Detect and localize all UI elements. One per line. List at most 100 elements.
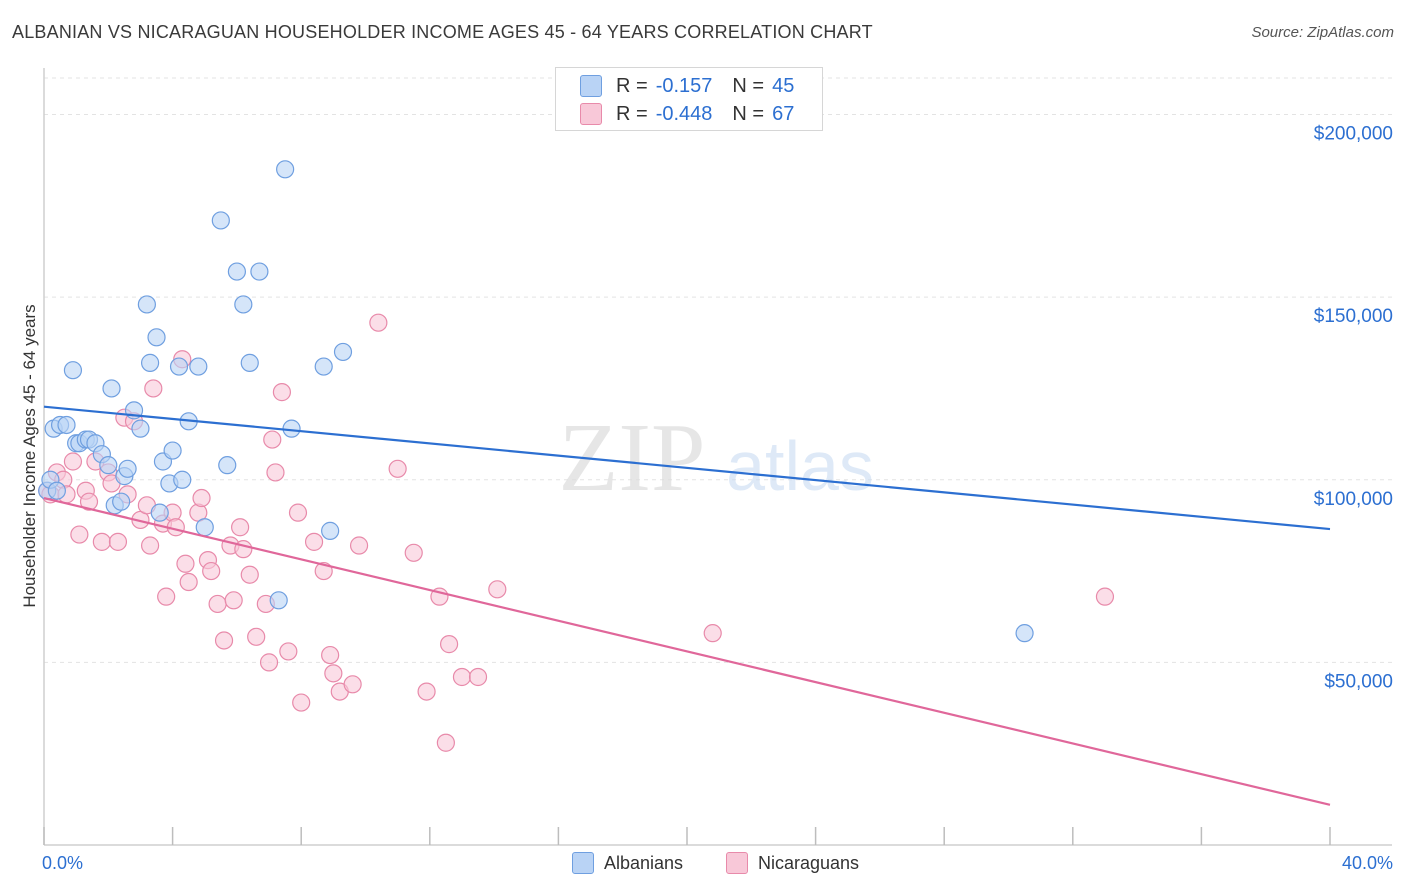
nicaraguan-point — [259, 653, 279, 672]
nicaraguan-point — [404, 543, 423, 562]
albanian-point — [189, 357, 208, 376]
y-tick-label: $50,000 — [1324, 671, 1393, 692]
nicaraguan-point — [157, 587, 176, 606]
nicaraguan-point — [263, 430, 282, 449]
nicaraguan-point — [208, 594, 227, 614]
y-tick-label: $100,000 — [1314, 489, 1393, 510]
y-tick-label: $200,000 — [1314, 124, 1393, 145]
albanian-point — [250, 262, 269, 281]
nicaraguan-point — [92, 532, 111, 551]
legend-item-albanians[interactable]: Albanians — [572, 852, 683, 874]
albanian-point — [112, 492, 131, 511]
albanian-point — [140, 353, 160, 372]
nicaraguan-point — [202, 561, 221, 581]
nicaraguan-point — [417, 682, 436, 701]
watermark-atlas: atlas — [726, 427, 874, 505]
tick-labels: $50,000 $100,000 $150,000 $200,000 0.0% 40.0% — [42, 124, 1393, 873]
nicaraguan-point — [1095, 587, 1115, 606]
legend-label: Nicaraguans — [758, 852, 860, 873]
albanian-point — [1015, 624, 1034, 643]
r-value: -0.448 — [655, 102, 713, 125]
nicaraguan-point — [468, 667, 488, 687]
albanian-point — [321, 521, 340, 540]
nicaraguan-point — [452, 667, 472, 687]
nicaraguan-point — [108, 532, 128, 551]
albanian-point — [234, 295, 253, 314]
albanian-point — [269, 591, 288, 610]
legend-row-albanians: R = -0.157 N = 45 — [580, 74, 794, 98]
correlation-legend: R = -0.157 N = 45 R = -0.448 N = 67 — [555, 67, 823, 131]
nicaraguan-point — [304, 532, 324, 551]
chart-title: ALBANIAN VS NICARAGUAN HOUSEHOLDER INCOM… — [12, 22, 873, 42]
albanian-point — [211, 211, 230, 230]
watermark: ZIP atlas — [559, 404, 874, 512]
series-legend: Albanians Nicaraguans — [0, 852, 1406, 878]
nicaraguan-point — [176, 554, 195, 573]
nicaraguan-point — [343, 675, 362, 694]
nicaraguan-point — [231, 518, 250, 537]
legend-item-nicaraguans[interactable]: Nicaraguans — [726, 852, 859, 874]
x-tick-label: 40.0% — [1342, 853, 1393, 873]
y-tick-label: $150,000 — [1314, 306, 1393, 327]
n-label: N = — [732, 74, 765, 97]
nicaraguan-point — [70, 525, 89, 544]
albanian-point — [118, 459, 137, 478]
albanian-point — [218, 456, 237, 475]
nicaraguan-point — [388, 459, 407, 478]
nicaraguan-point — [436, 733, 455, 752]
nicaraguan-point — [79, 492, 99, 511]
albanian-point — [150, 503, 169, 522]
nicaraguan-trend-line — [43, 496, 1331, 806]
albanian-trend-line — [43, 405, 1331, 531]
nicaraguan-point — [279, 642, 298, 661]
nicaraguan-swatch — [580, 103, 602, 125]
trend-lines — [43, 405, 1331, 806]
data-points — [38, 160, 1115, 752]
legend-row-nicaraguans: R = -0.448 N = 67 — [580, 102, 794, 126]
source-label: Source: ZipAtlas.com — [1251, 24, 1394, 41]
nicaraguan-point — [272, 383, 292, 402]
albanian-point — [131, 419, 150, 438]
albanian-swatch — [572, 852, 594, 874]
nicaraguan-point — [214, 631, 234, 650]
nicaraguan-point — [179, 572, 198, 592]
nicaraguan-point — [240, 565, 259, 584]
albanian-point — [195, 518, 214, 537]
nicaraguan-point — [224, 591, 243, 610]
n-label: N = — [732, 102, 765, 125]
albanian-point — [99, 456, 118, 475]
albanian-point — [169, 357, 189, 376]
albanian-point — [63, 361, 83, 380]
nicaraguan-point — [369, 313, 388, 332]
r-value: -0.157 — [655, 74, 713, 97]
albanian-swatch — [580, 75, 602, 97]
r-label: R = — [616, 102, 648, 125]
nicaraguan-point — [703, 624, 722, 643]
nicaraguan-point — [144, 379, 163, 398]
n-value: 45 — [772, 74, 795, 97]
nicaraguan-point — [192, 488, 211, 508]
albanian-point — [163, 441, 182, 460]
albanian-point — [240, 353, 259, 372]
albanian-point — [137, 295, 156, 314]
y-axis-label: Householder Income Ages 45 - 64 years — [20, 304, 39, 608]
albanian-point — [333, 342, 353, 362]
nicaraguan-swatch — [726, 852, 748, 874]
albanian-point — [57, 415, 76, 435]
nicaraguan-point — [439, 635, 459, 654]
nicaraguan-point — [140, 536, 160, 555]
nicaraguan-point — [288, 503, 308, 522]
albanian-point — [276, 160, 295, 179]
nicaraguan-point — [321, 645, 340, 665]
albanian-point — [173, 470, 192, 489]
albanian-point — [102, 379, 121, 398]
axes — [43, 68, 1392, 846]
nicaraguan-point — [349, 536, 369, 555]
nicaraguan-point — [247, 627, 266, 646]
nicaraguan-point — [266, 463, 285, 482]
r-label: R = — [616, 74, 648, 97]
nicaraguan-point — [292, 693, 311, 712]
nicaraguan-point — [324, 664, 343, 683]
nicaraguan-point — [63, 452, 83, 471]
